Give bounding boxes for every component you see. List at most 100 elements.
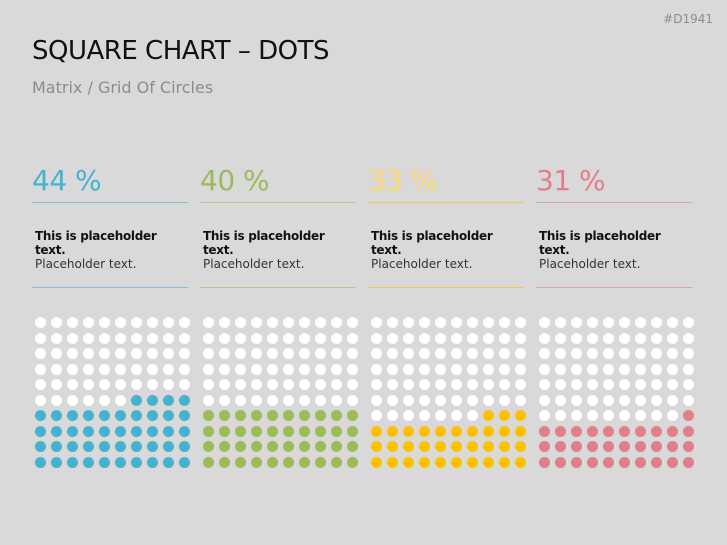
dot-filled bbox=[51, 456, 62, 468]
dot-empty bbox=[387, 379, 398, 390]
dot-filled bbox=[235, 425, 246, 437]
dot-empty bbox=[483, 332, 494, 344]
dot-filled bbox=[499, 456, 510, 468]
dot-filled bbox=[683, 456, 694, 468]
dot-filled bbox=[35, 425, 46, 437]
dot-empty bbox=[635, 363, 646, 375]
dot-empty bbox=[683, 348, 694, 359]
dot-empty bbox=[499, 348, 510, 359]
dot-empty bbox=[635, 394, 646, 406]
dot-filled bbox=[419, 425, 430, 437]
dot-filled bbox=[131, 394, 142, 406]
dot-empty bbox=[267, 363, 278, 375]
dot-filled bbox=[67, 456, 78, 468]
dot-empty bbox=[99, 379, 110, 390]
dot-empty bbox=[619, 379, 630, 390]
percent-label: 31 % bbox=[536, 164, 606, 197]
dot-empty bbox=[67, 394, 78, 406]
dot-filled bbox=[331, 410, 342, 421]
dot-filled bbox=[347, 410, 358, 421]
dot-empty bbox=[555, 410, 566, 421]
dot-filled bbox=[131, 410, 142, 421]
slide-subtitle: Matrix / Grid Of Circles bbox=[32, 78, 214, 97]
dot-filled bbox=[499, 441, 510, 452]
dot-filled bbox=[219, 441, 230, 452]
dot-empty bbox=[331, 363, 342, 375]
dot-empty bbox=[515, 348, 526, 359]
slide-code: #D1941 bbox=[663, 12, 713, 26]
dot-filled bbox=[331, 441, 342, 452]
dot-empty bbox=[299, 348, 310, 359]
dot-empty bbox=[115, 348, 126, 359]
dot-empty bbox=[267, 332, 278, 344]
dot-empty bbox=[299, 317, 310, 328]
dot-empty bbox=[163, 317, 174, 328]
dot-filled bbox=[483, 425, 494, 437]
dot-filled bbox=[179, 425, 190, 437]
dot-filled bbox=[315, 410, 326, 421]
dot-filled bbox=[251, 410, 262, 421]
dot-filled bbox=[483, 441, 494, 452]
dot-filled bbox=[651, 441, 662, 452]
dot-empty bbox=[435, 394, 446, 406]
dot-empty bbox=[203, 379, 214, 390]
dot-empty bbox=[515, 379, 526, 390]
dot-filled bbox=[83, 441, 94, 452]
dot-filled bbox=[403, 425, 414, 437]
dot-filled bbox=[203, 441, 214, 452]
dot-empty bbox=[483, 379, 494, 390]
dot-empty bbox=[299, 363, 310, 375]
dot-filled bbox=[163, 425, 174, 437]
dot-filled bbox=[347, 441, 358, 452]
dot-filled bbox=[267, 441, 278, 452]
dot-filled bbox=[99, 456, 110, 468]
dot-empty bbox=[387, 317, 398, 328]
dot-empty bbox=[179, 332, 190, 344]
percent-label: 40 % bbox=[200, 164, 270, 197]
dot-empty bbox=[331, 348, 342, 359]
dot-filled bbox=[83, 425, 94, 437]
dot-filled bbox=[147, 410, 158, 421]
dot-filled bbox=[587, 456, 598, 468]
dot-empty bbox=[251, 317, 262, 328]
dot-empty bbox=[387, 363, 398, 375]
dot-empty bbox=[283, 363, 294, 375]
dot-empty bbox=[51, 379, 62, 390]
dot-empty bbox=[203, 317, 214, 328]
dot-empty bbox=[267, 348, 278, 359]
dot-empty bbox=[571, 363, 582, 375]
dot-filled bbox=[603, 425, 614, 437]
dot-filled bbox=[419, 456, 430, 468]
placeholder-text: Placeholder text. bbox=[35, 257, 137, 271]
dot-empty bbox=[619, 348, 630, 359]
panel-1: 44 % This is placeholder text. Placehold… bbox=[32, 160, 188, 288]
dot-filled bbox=[51, 441, 62, 452]
dot-empty bbox=[603, 348, 614, 359]
dot-empty bbox=[235, 394, 246, 406]
dot-empty bbox=[83, 394, 94, 406]
dot-empty bbox=[315, 394, 326, 406]
dot-empty bbox=[115, 332, 126, 344]
dot-empty bbox=[571, 317, 582, 328]
dot-empty bbox=[347, 379, 358, 390]
dot-empty bbox=[371, 410, 382, 421]
dot-empty bbox=[371, 317, 382, 328]
dot-empty bbox=[467, 348, 478, 359]
dot-filled bbox=[235, 456, 246, 468]
dot-empty bbox=[331, 332, 342, 344]
dot-empty bbox=[235, 332, 246, 344]
dot-filled bbox=[35, 410, 46, 421]
dot-filled bbox=[203, 410, 214, 421]
dot-empty bbox=[315, 379, 326, 390]
dot-empty bbox=[571, 332, 582, 344]
dot-empty bbox=[451, 410, 462, 421]
dot-empty bbox=[331, 379, 342, 390]
dot-filled bbox=[67, 425, 78, 437]
dot-filled bbox=[571, 441, 582, 452]
dot-empty bbox=[347, 394, 358, 406]
dot-empty bbox=[571, 394, 582, 406]
dot-empty bbox=[499, 332, 510, 344]
dot-empty bbox=[51, 332, 62, 344]
dot-empty bbox=[555, 394, 566, 406]
dot-filled bbox=[35, 441, 46, 452]
